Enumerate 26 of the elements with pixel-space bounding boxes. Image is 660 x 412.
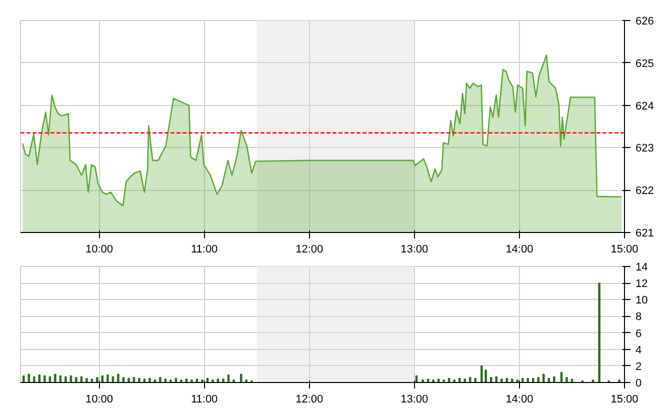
- x-tick-label: 10:00: [86, 244, 114, 256]
- y-tick-label: 622: [636, 185, 654, 198]
- y-tick-label: 624: [636, 100, 654, 112]
- y-tick-label: 0: [636, 378, 642, 390]
- y-tick-label: 8: [636, 311, 642, 324]
- y-tick-label: 621: [636, 228, 654, 240]
- y-tick-label: 626: [636, 16, 654, 28]
- x-tick-label: 14:00: [506, 244, 534, 256]
- x-tick-label: 10:00: [86, 394, 114, 406]
- x-tick-label: 13:00: [400, 244, 428, 256]
- x-tick-label: 12:00: [296, 394, 324, 406]
- y-tick-label: 6: [636, 328, 642, 340]
- y-tick-label: 14: [636, 262, 648, 274]
- y-tick-label: 625: [636, 58, 654, 70]
- y-tick-label: 623: [636, 142, 654, 155]
- y-tick-label: 4: [636, 344, 642, 356]
- x-tick-label: 15:00: [610, 244, 638, 256]
- y-tick-label: 12: [636, 278, 648, 290]
- x-tick-label: 11:00: [190, 244, 218, 256]
- x-tick-label: 15:00: [610, 394, 638, 406]
- y-tick-label: 10: [636, 294, 648, 307]
- y-tick-label: 2: [636, 360, 642, 373]
- x-tick-label: 13:00: [400, 394, 428, 406]
- x-tick-label: 12:00: [296, 244, 324, 256]
- x-tick-label: 11:00: [190, 394, 218, 406]
- x-tick-label: 14:00: [506, 394, 534, 406]
